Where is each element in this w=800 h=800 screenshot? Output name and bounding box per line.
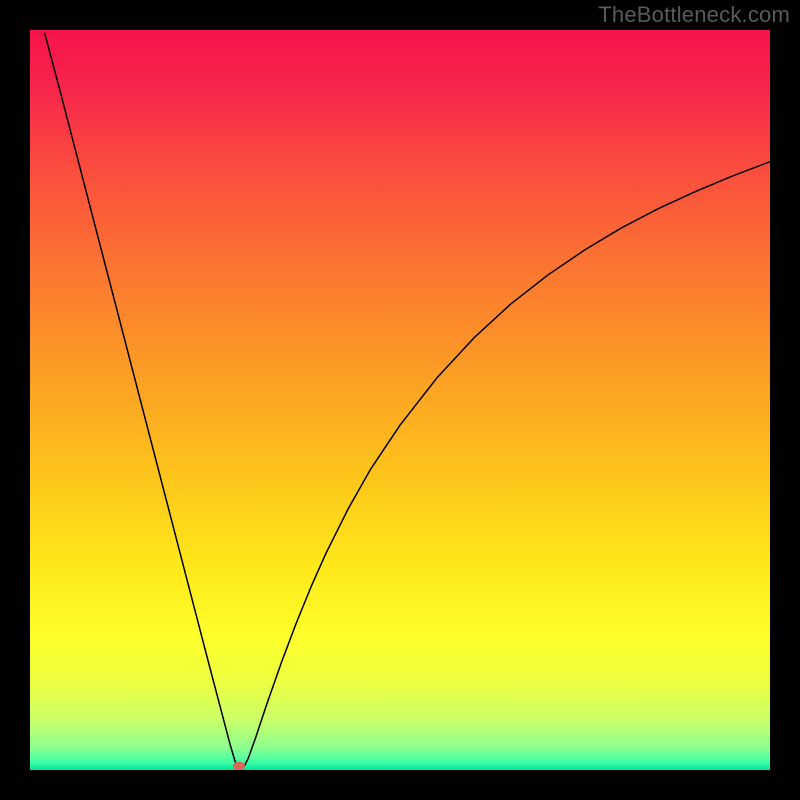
watermark-text: TheBottleneck.com — [598, 2, 790, 28]
min-point-marker — [233, 762, 245, 770]
chart-frame: TheBottleneck.com — [0, 0, 800, 800]
plot-area — [30, 30, 770, 770]
bottleneck-curve — [30, 30, 770, 770]
